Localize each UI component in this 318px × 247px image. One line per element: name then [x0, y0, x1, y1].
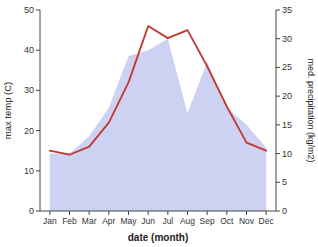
y2-tick-label: 25	[282, 62, 292, 72]
x-tick-label: Jun	[141, 216, 155, 226]
y-tick	[36, 50, 40, 51]
y-tick	[36, 90, 40, 91]
x-tick-label: Dec	[259, 216, 275, 226]
y2-tick-label: 15	[282, 120, 292, 130]
y2-tick-label: 5	[282, 177, 287, 187]
x-tick	[128, 211, 129, 215]
y2-tick	[276, 10, 280, 11]
x-tick	[207, 211, 208, 215]
y2-tick	[276, 96, 280, 97]
y-tick-label: 50	[24, 5, 34, 15]
y2-tick	[276, 182, 280, 183]
x-tick-label: Oct	[220, 216, 234, 226]
y-tick-label: 0	[29, 206, 34, 216]
x-tick-label: Jul	[162, 216, 173, 226]
x-tick-label: Aug	[180, 216, 195, 226]
y-tick	[36, 170, 40, 171]
y2-tick-label: 20	[282, 91, 292, 101]
temp-line	[50, 26, 266, 155]
x-tick-label: Mar	[82, 216, 97, 226]
y2-tick	[276, 211, 280, 212]
x-tick-label: Sep	[200, 216, 215, 226]
y2-axis-label: med. precipitation (kg/m2)	[306, 58, 316, 162]
y-tick	[36, 211, 40, 212]
y2-tick-label: 30	[282, 34, 292, 44]
chart-container: 0 10 20 30 40 50 0 5 10 15 20 25 30 35 Jan Feb Mar Apr May…	[0, 0, 318, 247]
y-tick	[36, 10, 40, 11]
y-axis-label: max temp (C)	[2, 82, 13, 140]
y2-tick	[276, 67, 280, 68]
x-tick	[187, 211, 188, 215]
x-tick	[148, 211, 149, 215]
y2-tick-label: 10	[282, 149, 292, 159]
x-axis-label: date (month)	[128, 232, 189, 243]
x-tick-label: Jan	[43, 216, 57, 226]
y2-tick-label: 35	[282, 5, 292, 15]
y-tick	[36, 130, 40, 131]
y-tick-label: 20	[24, 126, 34, 136]
x-tick	[69, 211, 70, 215]
precip-area	[50, 39, 266, 211]
x-tick	[89, 211, 90, 215]
x-tick-label: Nov	[239, 216, 255, 226]
y2-tick	[276, 38, 280, 39]
plot-area	[50, 26, 266, 211]
y-tick-label: 30	[24, 85, 34, 95]
x-tick	[226, 211, 227, 215]
x-tick-label: Apr	[102, 216, 115, 226]
y2-axis-line	[276, 10, 277, 211]
x-tick	[49, 211, 50, 215]
x-axis-line	[40, 211, 276, 212]
x-tick	[266, 211, 267, 215]
x-tick-label: May	[120, 216, 137, 226]
y2-tick-label: 0	[282, 206, 287, 216]
y-axis-line	[40, 10, 41, 211]
y-tick-label: 10	[24, 166, 34, 176]
y2-tick	[276, 153, 280, 154]
y-tick-label: 40	[24, 45, 34, 55]
x-tick-label: Feb	[62, 216, 77, 226]
x-tick	[246, 211, 247, 215]
x-tick	[167, 211, 168, 215]
x-tick	[108, 211, 109, 215]
y2-tick	[276, 124, 280, 125]
chart: 0 10 20 30 40 50 0 5 10 15 20 25 30 35 Jan Feb Mar Apr May…	[0, 0, 318, 247]
